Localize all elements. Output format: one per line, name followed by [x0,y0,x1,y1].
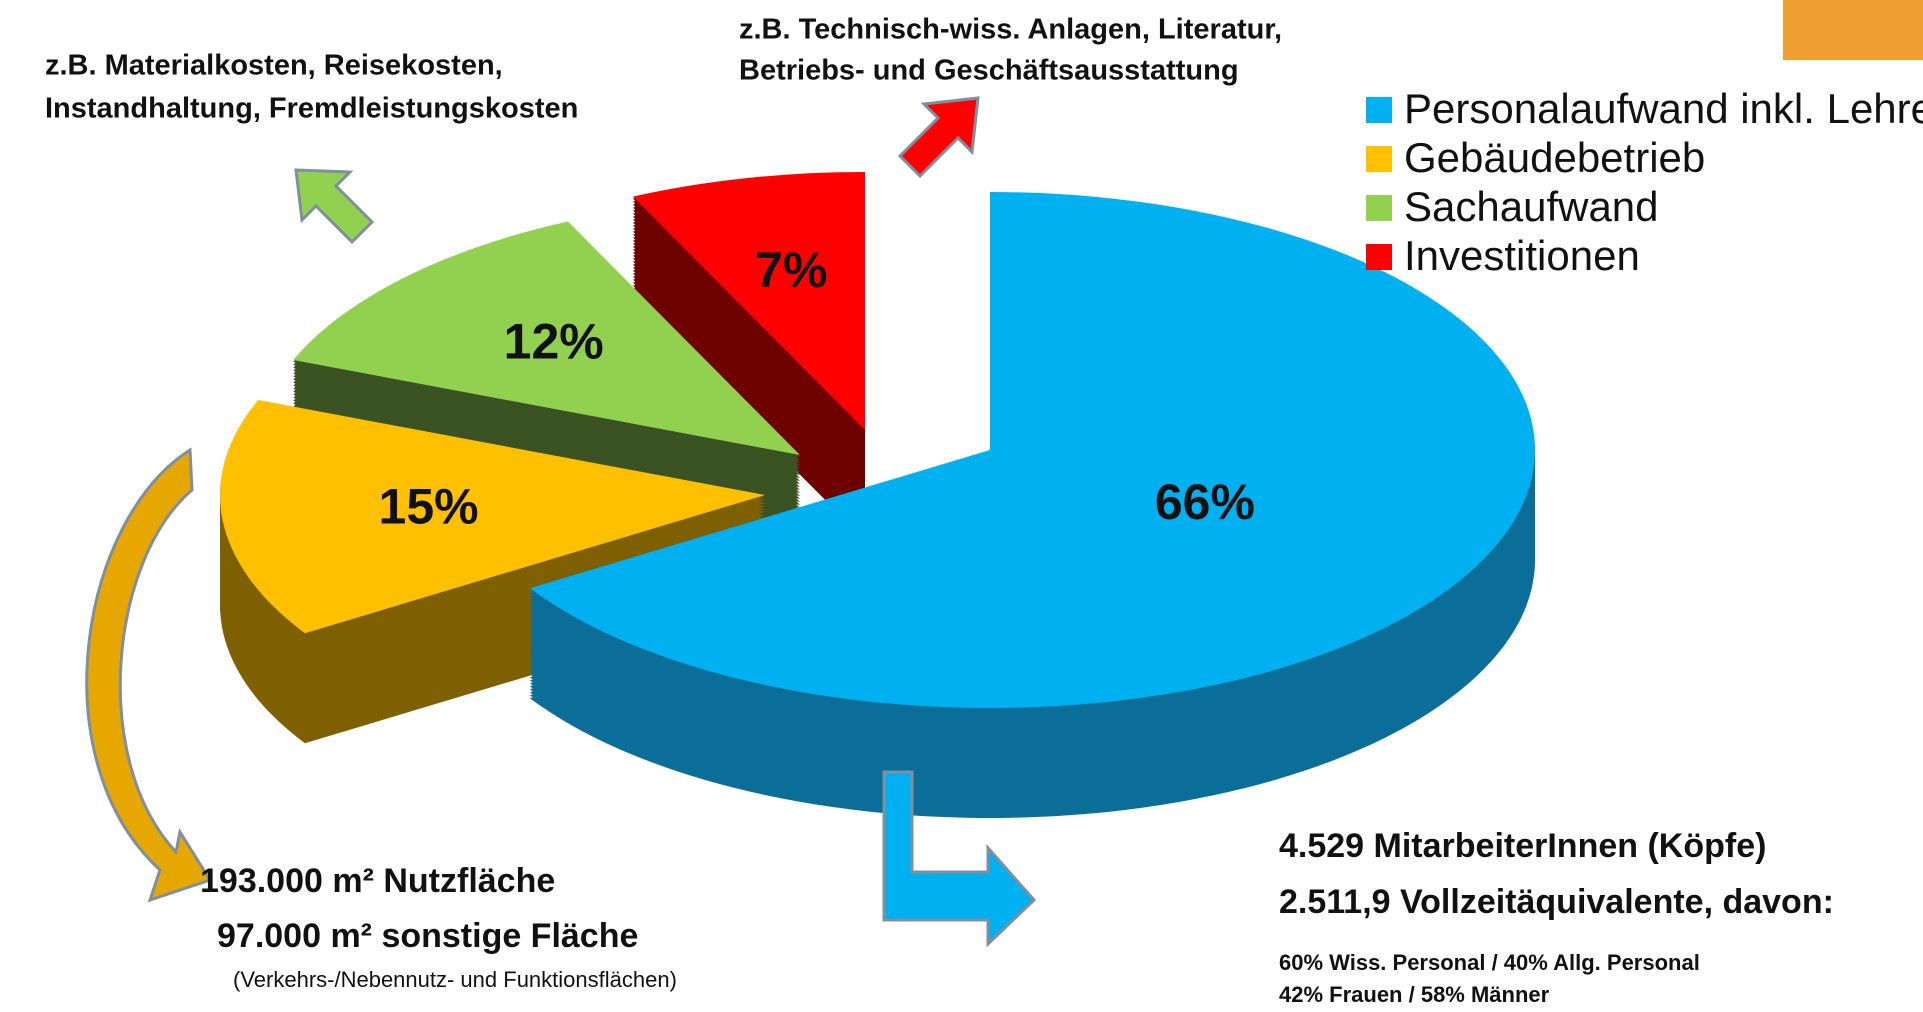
legend: Personalaufwand inkl. LehreGebäudebetrie… [1366,85,1923,279]
legend-label: Gebäudebetrieb [1404,134,1705,181]
annotation: 60% Wiss. Personal / 40% Allg. Personal [1279,950,1700,975]
legend-swatch [1366,146,1392,172]
annotation: (Verkehrs-/Nebennutz- und Funktionsfläch… [233,967,677,992]
annotation: 4.529 MitarbeiterInnen (Köpfe) [1279,827,1766,865]
chart: 66% 15% 12% 7% z.B. Materialkosten, Reiseko… [0,0,1923,1012]
annotation: Instandhaltung, Fremdleistungskosten [45,93,578,125]
legend-label: Personalaufwand inkl. Lehre [1404,85,1923,132]
annotation: 97.000 m² sonstige Fläche [217,917,638,955]
arrow-green [296,170,372,242]
annotation: Betriebs- und Geschäftsausstattung [739,55,1239,87]
annotation: z.B. Materialkosten, Reisekosten, [45,50,503,82]
legend-label: Sachaufwand [1404,183,1659,230]
legend-label: Investitionen [1404,232,1640,279]
legend-swatch [1366,97,1392,123]
arrow-yellow [87,450,210,900]
logo [1783,0,1923,60]
arrow-red [900,98,978,176]
annotation: 193.000 m² Nutzfläche [200,862,555,900]
annotation: z.B. Technisch-wiss. Anlagen, Literatur, [739,14,1282,46]
data-label: 12% [504,314,604,370]
data-label: 66% [1155,474,1255,530]
data-label: 15% [379,478,479,534]
annotation: 2.511,9 Vollzeitäquivalente, davon: [1279,883,1834,921]
annotation: 42% Frauen / 58% Männer [1279,982,1550,1007]
data-label: 7% [755,242,827,298]
pie: 66% 15% 12% 7% [220,172,1535,818]
legend-swatch [1366,244,1392,270]
legend-swatch [1366,195,1392,221]
